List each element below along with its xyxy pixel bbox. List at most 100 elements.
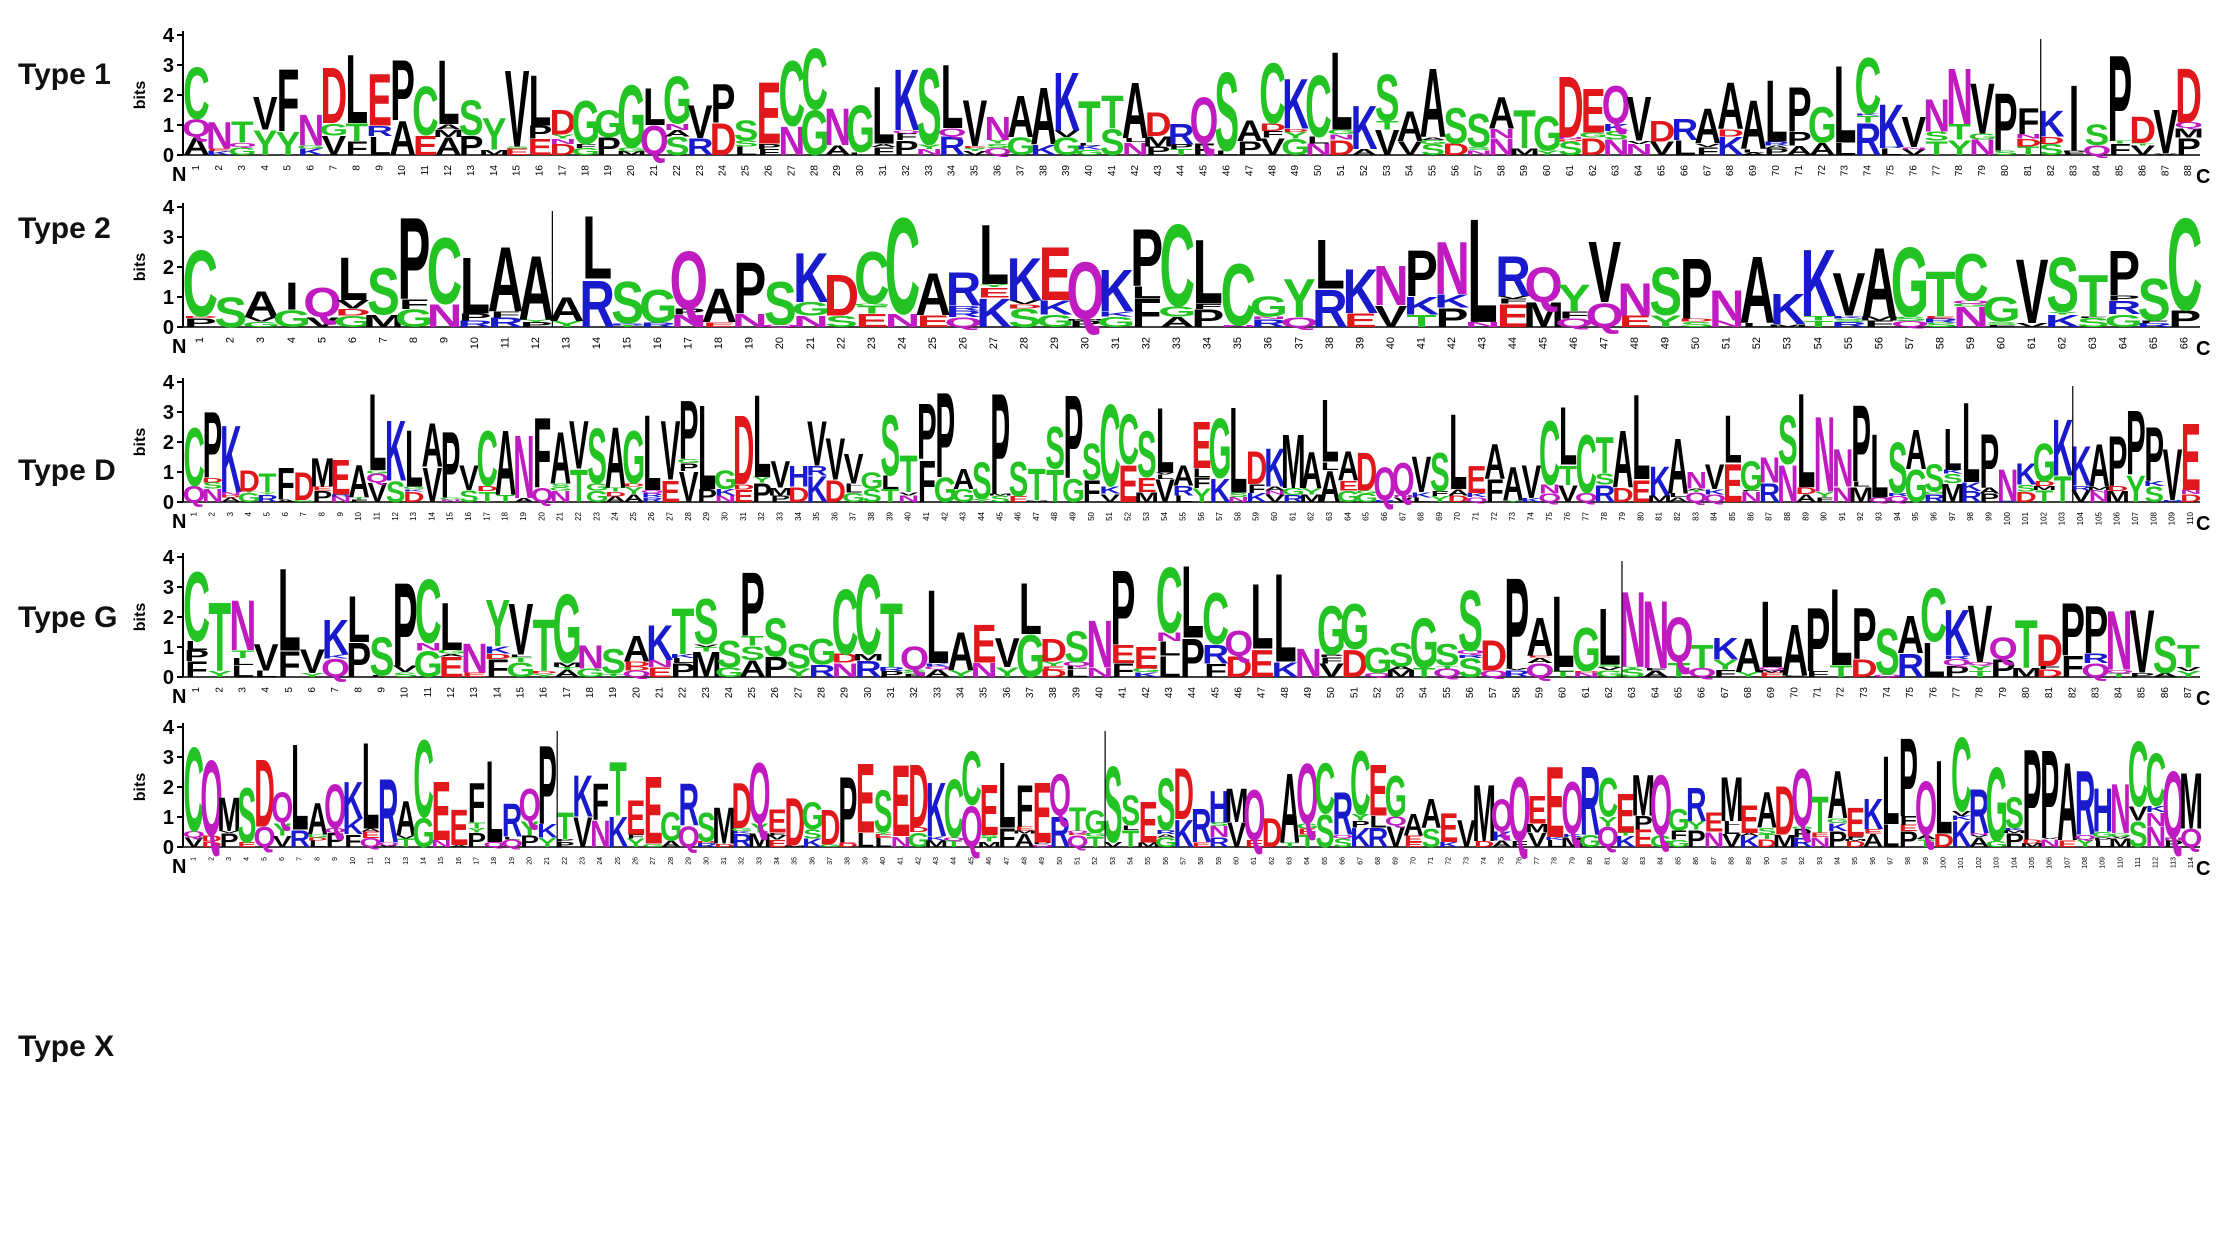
position-number: 38: [845, 857, 852, 865]
logo-letter: A: [1007, 83, 1034, 150]
logo-letter: S: [1375, 62, 1400, 136]
position-number: 23: [866, 337, 878, 349]
logo-letter: M: [768, 486, 793, 498]
logo-letter: S: [734, 139, 759, 148]
logo-letter: R: [641, 492, 662, 498]
logo-letter: L: [698, 379, 716, 515]
logo-panel-type-g: Type G: [0, 545, 2224, 795]
position-number: 103: [2058, 511, 2067, 525]
position-number: 40: [1084, 165, 1095, 177]
logo-letter: T: [208, 582, 231, 692]
logo-letter: E: [1467, 459, 1487, 502]
logo-letter: F: [278, 644, 301, 685]
logo-letter: Y: [485, 585, 510, 660]
logo-letter: D: [1795, 485, 1816, 496]
position-number: 113: [2170, 857, 2177, 868]
logo-letter: L: [362, 717, 379, 855]
logo-letter: R: [640, 322, 676, 329]
logo-letter: A: [348, 456, 369, 507]
logo-letter: P: [1064, 371, 1084, 504]
logo-letter: V: [1393, 496, 1414, 503]
y-tick-label: 2: [163, 607, 174, 629]
logo-letter: T: [1101, 86, 1124, 138]
position-number: 1: [191, 165, 202, 171]
position-number: 93: [1817, 857, 1824, 865]
position-number: 95: [1852, 857, 1859, 865]
position-number: 48: [1629, 337, 1641, 349]
logo-letter: A: [220, 497, 241, 504]
logo-letter: V: [661, 405, 681, 498]
position-number: 6: [281, 511, 290, 516]
logo-letter: R: [687, 134, 714, 161]
position-number: 18: [713, 337, 725, 349]
logo-letter: S: [1100, 122, 1125, 163]
logo-letter: N: [1709, 281, 1745, 330]
position-number: 40: [880, 857, 887, 865]
logo-letter: A: [1484, 434, 1505, 490]
position-number: 10: [354, 511, 363, 520]
position-number: 73: [1463, 857, 1470, 865]
logo-letter: L: [368, 370, 386, 493]
logo-letter: E: [449, 799, 468, 856]
position-number: 17: [473, 857, 480, 865]
position-number: 4: [244, 511, 253, 516]
logo-letter: V: [505, 49, 530, 171]
logo-letter: F: [1261, 129, 1284, 140]
logo-letter: K: [1960, 480, 1982, 493]
logo-letter: L: [1412, 496, 1430, 503]
position-number: 32: [901, 165, 912, 177]
logo-letter: L: [1870, 417, 1888, 518]
position-number: 90: [1820, 511, 1829, 520]
logo-letter: Q: [1049, 762, 1071, 828]
logo-letter: N: [1221, 325, 1257, 328]
logo-letter: L: [1174, 493, 1192, 504]
position-number: 8: [408, 337, 420, 343]
logo-letter: L: [368, 131, 391, 161]
logo-letter: V: [1705, 456, 1725, 496]
position-number: 91: [1838, 511, 1847, 520]
logo-letter: C: [854, 237, 890, 319]
logo-letter: D: [1649, 116, 1676, 149]
logo-letter: N: [1465, 321, 1501, 329]
logo-letter: N: [1617, 275, 1653, 326]
position-number: 11: [420, 165, 431, 176]
y-tick-label: 4: [163, 547, 175, 569]
logo-letter: E: [972, 614, 997, 675]
position-number: 70: [1410, 857, 1417, 865]
logo-letter: M: [1299, 492, 1324, 504]
logo-letter: A: [435, 123, 462, 132]
position-number: 7: [377, 337, 389, 343]
logo-letter: K: [1466, 492, 1488, 498]
logo-letter: Y: [253, 123, 278, 163]
logo-letter: L: [1962, 378, 1980, 507]
logo-letter: D: [238, 465, 259, 498]
position-number: 84: [2092, 165, 2103, 177]
position-number: 26: [647, 511, 656, 520]
position-number: 4: [286, 337, 298, 343]
logo-letter: F: [2109, 141, 2132, 159]
logo-letter: N: [1626, 141, 1653, 158]
logo-letter: T: [1406, 311, 1437, 330]
logo-letter: R: [1887, 492, 1908, 497]
logo-letter: R: [1251, 317, 1287, 330]
logo-letter: G: [800, 99, 829, 170]
position-number: 26: [770, 687, 781, 699]
position-number: 73: [1508, 511, 1517, 520]
logo-letter: C: [1855, 41, 1882, 131]
position-number: 83: [1640, 857, 1647, 865]
logo-letter: P: [2176, 133, 2201, 160]
logo-letter: P: [917, 386, 937, 476]
position-number: 51: [1721, 337, 1733, 349]
position-number: 84: [2114, 687, 2125, 699]
position-number: 61: [1581, 687, 1592, 699]
logo-letter: G: [1281, 134, 1310, 160]
position-number: 55: [1442, 687, 1453, 699]
position-number: 78: [1552, 857, 1559, 865]
logo-letter: G: [1982, 290, 2020, 330]
logo-letter: L: [1559, 391, 1577, 483]
position-number: 76: [1563, 511, 1572, 520]
logo-letter: T: [2131, 143, 2154, 146]
position-number: 88: [2183, 165, 2194, 177]
position-number: 31: [886, 687, 897, 699]
position-number: 85: [2114, 165, 2125, 177]
